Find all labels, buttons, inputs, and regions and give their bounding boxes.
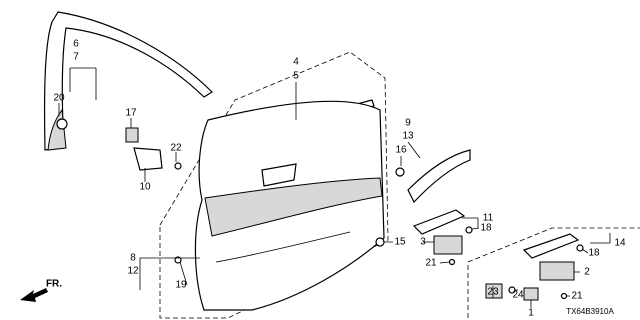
fr-arrow xyxy=(20,288,48,302)
clip xyxy=(56,118,68,130)
leader-lines xyxy=(58,67,611,308)
screw xyxy=(174,162,182,170)
callout-label: 8 xyxy=(130,253,136,264)
clip-16 xyxy=(395,167,405,177)
callout-label: 15 xyxy=(394,237,406,248)
callout-label: 24 xyxy=(512,290,524,301)
callout-label: 9 xyxy=(405,118,411,129)
callout-label: 5 xyxy=(293,71,299,82)
callout-label: 13 xyxy=(402,131,414,142)
part-23 xyxy=(485,283,503,299)
callout-label: 2 xyxy=(584,267,590,278)
door-outline xyxy=(159,51,389,319)
callout-label: 11 xyxy=(483,213,494,224)
panel-line xyxy=(215,231,351,263)
callout-label: 1 xyxy=(528,308,534,319)
switch-outline xyxy=(467,227,640,318)
clip-18 xyxy=(465,226,473,234)
callout-label: 22 xyxy=(170,143,182,154)
handle xyxy=(261,163,297,187)
callout-label: 20 xyxy=(53,93,65,104)
callout-label: 12 xyxy=(127,266,139,277)
callout-label: 3 xyxy=(420,237,426,248)
callout-label: 18 xyxy=(588,248,600,259)
bracket-clip xyxy=(125,127,139,143)
callout-label: 21 xyxy=(425,258,437,269)
armrest xyxy=(204,177,383,237)
callout-label: 18 xyxy=(480,223,492,234)
callout-label: 4 xyxy=(293,57,299,68)
bracket xyxy=(133,147,163,171)
diagram-code: TX64B3910A xyxy=(566,307,614,316)
switch-panel xyxy=(412,209,466,235)
clip-18b xyxy=(576,244,584,252)
screw-21b xyxy=(560,292,568,300)
direction-label: FR. xyxy=(46,279,62,290)
callout-label: 17 xyxy=(125,108,137,119)
clip-19 xyxy=(174,256,182,264)
callout-label: 16 xyxy=(395,145,407,156)
callout-label: 23 xyxy=(487,287,499,298)
switch-3 xyxy=(433,235,463,255)
callout-label: 10 xyxy=(139,182,151,193)
drawing xyxy=(20,11,640,319)
switch-2 xyxy=(539,261,575,281)
callout-label: 14 xyxy=(614,238,626,249)
callout-label: 21 xyxy=(571,291,583,302)
screw-15 xyxy=(375,237,385,247)
callout-label: 6 xyxy=(73,39,79,50)
screw-21 xyxy=(448,258,456,266)
callout-label: 19 xyxy=(175,280,187,291)
master-switch-panel xyxy=(522,233,580,259)
callout-label: 7 xyxy=(73,52,79,63)
armrest-trim xyxy=(407,149,471,204)
part-1 xyxy=(523,287,539,301)
